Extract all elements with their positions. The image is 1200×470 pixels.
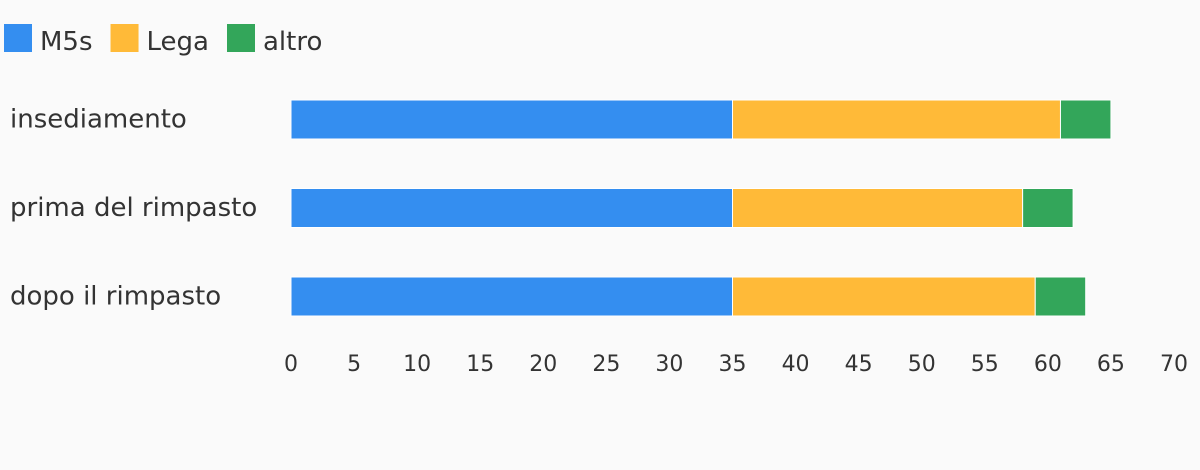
bar-m5s-dopo-il-rimpasto — [290, 276, 733, 317]
x-tick-label-25: 25 — [592, 352, 620, 377]
x-tick-label-55: 55 — [971, 352, 999, 377]
bars — [290, 99, 1112, 317]
legend-swatch-m5s — [4, 24, 32, 52]
legend-label-altro: altro — [263, 27, 322, 57]
legend-label-lega: Lega — [147, 27, 209, 57]
x-tick-label-35: 35 — [719, 352, 747, 377]
x-tick-label-15: 15 — [466, 352, 494, 377]
x-tick-label-60: 60 — [1034, 352, 1062, 377]
category-label-dopo-il-rimpasto: dopo il rimpasto — [10, 282, 221, 312]
x-tick-label-30: 30 — [655, 352, 683, 377]
legend-label-m5s: M5s — [40, 27, 93, 57]
x-tick-label-70: 70 — [1160, 352, 1188, 377]
x-axis: 0 5 10 15 20 25 30 35 40 45 50 55 60 65 70 — [284, 352, 1188, 377]
category-label-prima-del-rimpasto: prima del rimpasto — [10, 193, 257, 223]
legend: M5s Lega altro — [4, 24, 322, 57]
bar-m5s-prima-del-rimpasto — [290, 188, 733, 228]
bar-lega-insediamento — [732, 99, 1061, 140]
x-tick-label-65: 65 — [1097, 352, 1125, 377]
legend-swatch-altro — [227, 24, 255, 52]
category-labels: insediamento prima del rimpasto dopo il ri… — [10, 105, 257, 312]
x-tick-label-40: 40 — [782, 352, 810, 377]
category-label-insediamento: insediamento — [10, 105, 187, 135]
x-tick-label-5: 5 — [347, 352, 361, 377]
bar-lega-prima-del-rimpasto — [732, 188, 1024, 228]
bar-altro-prima-del-rimpasto — [1022, 188, 1074, 228]
x-tick-label-50: 50 — [908, 352, 936, 377]
x-tick-label-0: 0 — [284, 352, 298, 377]
x-tick-label-20: 20 — [529, 352, 557, 377]
bar-altro-insediamento — [1059, 99, 1112, 140]
bar-altro-dopo-il-rimpasto — [1034, 276, 1087, 317]
bar-lega-dopo-il-rimpasto — [732, 276, 1036, 317]
x-tick-label-10: 10 — [403, 352, 431, 377]
bar-m5s-insediamento — [290, 99, 733, 140]
x-tick-label-45: 45 — [845, 352, 873, 377]
legend-swatch-lega — [110, 24, 139, 52]
